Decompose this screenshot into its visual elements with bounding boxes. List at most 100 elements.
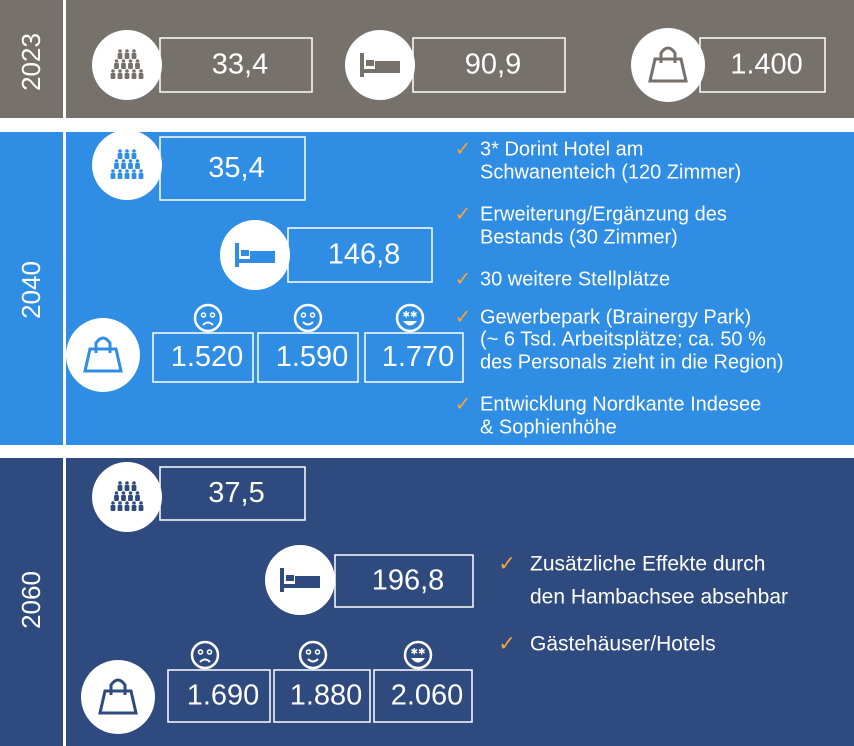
check-mark: ✓: [455, 138, 472, 160]
person-head: [128, 59, 133, 63]
person-body: [124, 485, 130, 491]
person-head: [114, 491, 119, 495]
bag-handle: [109, 678, 127, 695]
person-body: [117, 505, 123, 511]
value-box: [334, 554, 474, 608]
bag-handle: [94, 336, 112, 353]
bullet-text: (~ 6 Tsd. Arbeitsplätze; ca. 50 %: [480, 328, 766, 350]
person-head: [132, 149, 136, 153]
person-head: [118, 501, 122, 505]
person-body: [110, 73, 116, 79]
bag-body: [83, 347, 123, 373]
bed-pillow: [286, 575, 294, 581]
emoji-eyes: ✱✱: [402, 309, 417, 319]
person-body: [128, 63, 133, 69]
emoji-mouth: [307, 658, 319, 663]
person-head: [139, 169, 143, 173]
value-text: 1.690: [187, 680, 260, 712]
emoji-face: [395, 303, 425, 333]
person-head: [125, 501, 129, 505]
emoji-face: [193, 303, 223, 333]
person-body: [121, 63, 126, 69]
person-body: [124, 505, 130, 511]
emoji-eye: [305, 649, 312, 655]
icon-circle: [92, 130, 162, 200]
person-head: [125, 169, 129, 173]
icon-circle: [92, 30, 162, 100]
person-head: [111, 69, 115, 73]
emoji-eye: [200, 312, 207, 318]
person-body: [131, 153, 137, 159]
section-divider: [63, 0, 66, 118]
emoji-eye: [209, 312, 216, 318]
bag-body: [98, 689, 138, 715]
person-body: [110, 173, 116, 179]
year-label: 2060: [16, 571, 46, 629]
person-head: [118, 169, 122, 173]
emoji-face: [293, 303, 323, 333]
person-head: [111, 501, 115, 505]
bag-handle: [659, 46, 677, 63]
person-body: [131, 73, 137, 79]
person-body: [124, 153, 130, 159]
bullet-text: 3* Dorint Hotel am: [480, 138, 643, 160]
person-head: [114, 59, 119, 63]
value-text: 1.590: [276, 341, 349, 373]
bed-base: [284, 584, 320, 588]
person-body: [124, 173, 130, 179]
value-box: [273, 669, 371, 723]
person-head: [125, 481, 129, 485]
person-head: [139, 501, 143, 505]
bullet-text: Schwanenteich (120 Zimmer): [480, 161, 741, 183]
value-box: [373, 669, 473, 723]
person-body: [117, 53, 123, 59]
bed-pillow: [241, 250, 249, 256]
emoji-face: [403, 640, 433, 670]
year-label: 2023: [16, 33, 46, 91]
check-mark: ✓: [455, 306, 472, 328]
person-head: [132, 69, 136, 73]
icon-circle: [92, 462, 162, 532]
person-head: [114, 159, 119, 163]
bullet-text: 30 weitere Stellplätze: [480, 268, 670, 290]
person-head: [121, 159, 126, 163]
person-head: [128, 159, 133, 163]
icon-circle: [631, 28, 705, 102]
bed-base: [239, 259, 275, 263]
emoji-mouth: [202, 321, 214, 326]
emoji-mouth: [199, 658, 211, 663]
value-text: 1.880: [290, 680, 363, 712]
person-head: [139, 69, 143, 73]
emoji-eye: [197, 649, 204, 655]
check-mark: ✓: [455, 203, 472, 225]
person-body: [131, 505, 137, 511]
person-body: [135, 63, 140, 69]
person-body: [121, 495, 126, 501]
person-head: [125, 149, 129, 153]
value-text: 1.400: [730, 49, 803, 81]
section-divider: [63, 132, 66, 445]
person-body: [128, 495, 133, 501]
bed-head: [280, 568, 284, 592]
person-head: [118, 481, 122, 485]
emoji-eyes: ✱✱: [410, 646, 425, 656]
person-body: [124, 53, 130, 59]
bed-pillow: [366, 60, 374, 66]
person-body: [138, 173, 144, 179]
person-head: [121, 59, 126, 63]
bullet-text: & Sophienhöhe: [480, 416, 617, 438]
year-label: 2040: [16, 261, 46, 319]
person-body: [135, 495, 140, 501]
emoji-eye: [206, 649, 213, 655]
emoji-mouth: [302, 321, 314, 326]
check-mark: ✓: [498, 633, 516, 656]
person-body: [135, 163, 140, 169]
bag-body: [648, 57, 688, 83]
person-body: [117, 173, 123, 179]
person-head: [135, 159, 140, 163]
emoji-face: [298, 640, 328, 670]
check-mark: ✓: [498, 553, 516, 576]
person-body: [128, 163, 133, 169]
person-body: [124, 73, 130, 79]
